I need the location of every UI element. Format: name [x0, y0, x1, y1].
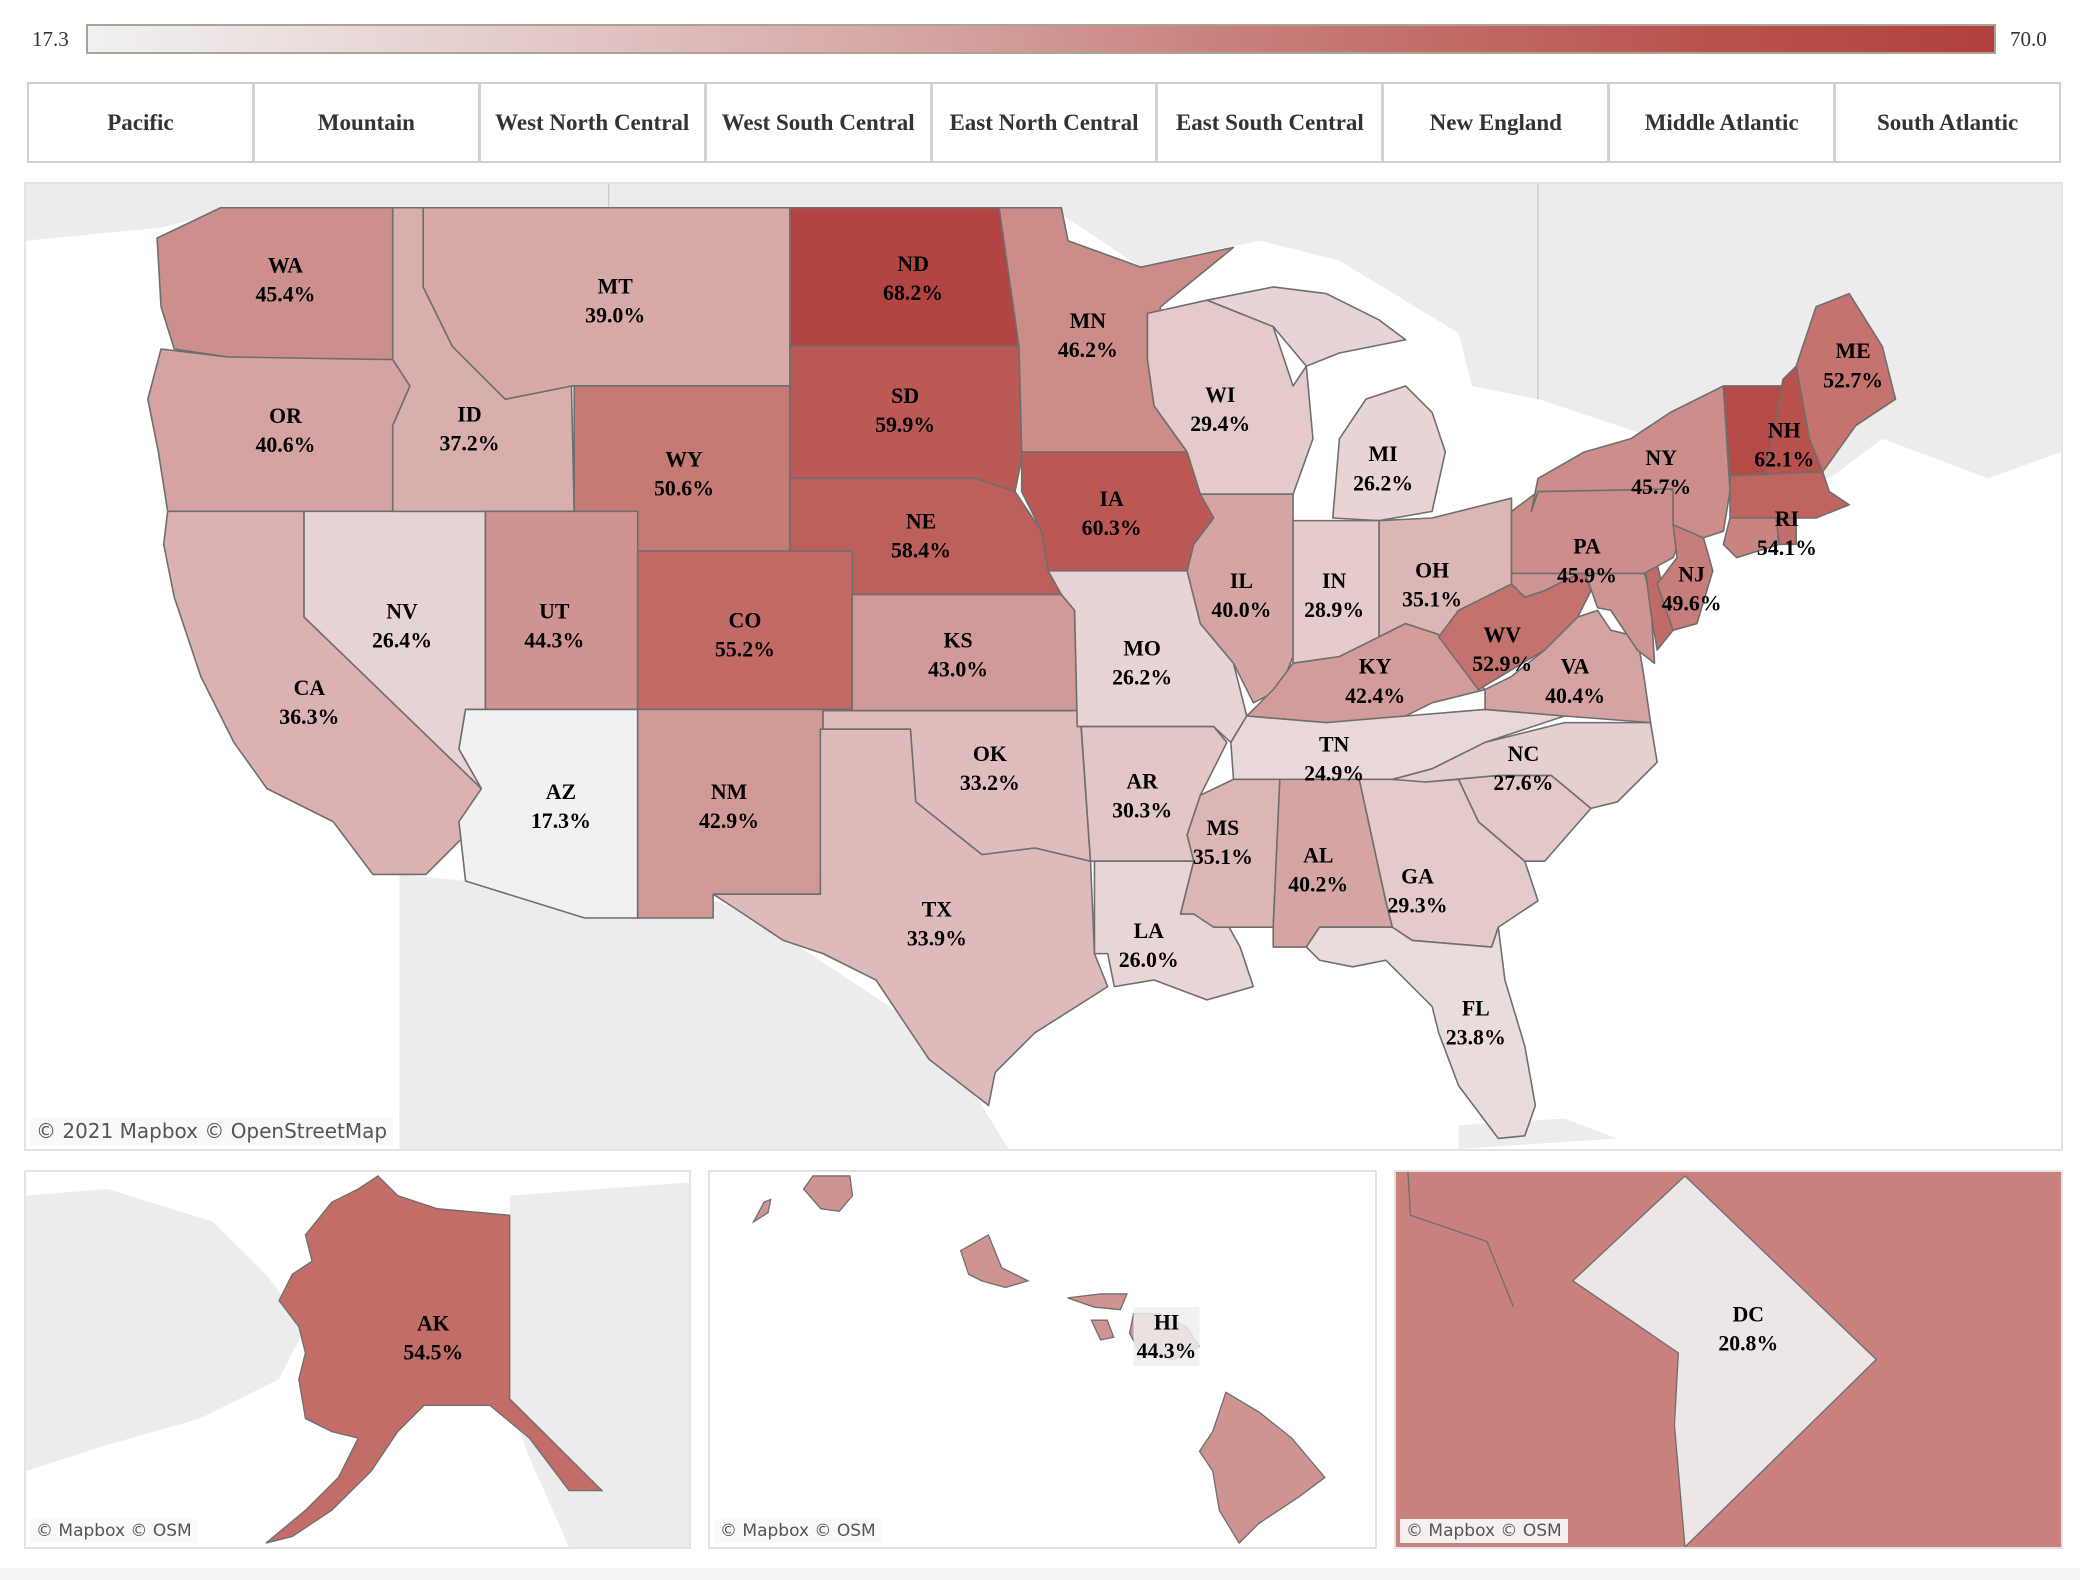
mexico-landmass	[399, 874, 1009, 1149]
label-ME: ME 52.7%	[1823, 339, 1883, 392]
legend-max-label: 70.0	[2010, 27, 2047, 51]
label-ID: ID 37.2%	[440, 403, 500, 456]
label-VA: VA 40.4%	[1545, 655, 1605, 708]
state-shapes	[147, 206, 1897, 1140]
main-map[interactable]: WA 45.4% OR 40.6% CA 36.3% NV 26.4% ID 37.2% …	[24, 182, 2063, 1151]
state-VA[interactable]	[1484, 609, 1652, 724]
label-NV: NV 26.4%	[372, 599, 432, 652]
tab-east-north-central[interactable]: East North Central	[933, 84, 1159, 161]
label-NC: NC 27.6%	[1493, 742, 1553, 795]
label-WI: WI 29.4%	[1190, 383, 1250, 436]
alaska-canvas: AK 54.5%	[26, 1175, 689, 1547]
map-attribution[interactable]: © 2021 Mapbox © OpenStreetMap	[30, 1117, 394, 1145]
label-CO: CO 55.2%	[715, 609, 775, 662]
us-map-canvas: WA 45.4% OR 40.6% CA 36.3% NV 26.4% ID 37.2% …	[26, 184, 2061, 1149]
state-ND[interactable]	[789, 206, 1020, 348]
state-FL[interactable]	[1305, 926, 1537, 1140]
state-PA[interactable]	[1510, 488, 1692, 575]
label-GA: GA 29.3%	[1388, 865, 1448, 918]
canada-landmass	[26, 184, 2061, 479]
label-LA: LA 26.0%	[1119, 919, 1179, 972]
state-AK[interactable]	[265, 1175, 604, 1544]
label-AR: AR 30.3%	[1112, 770, 1172, 823]
label-OK: OK 33.2%	[960, 742, 1020, 795]
alaska-attribution[interactable]: © Mapbox © OSM	[30, 1519, 198, 1543]
dc-inset-map[interactable]: DC 20.8% © Mapbox © OSM	[1394, 1170, 2063, 1549]
label-FL: FL 23.8%	[1446, 997, 1506, 1050]
label-WY: WY 50.6%	[654, 448, 714, 501]
label-MT: MT 39.0%	[585, 275, 645, 328]
label-WA: WA 45.4%	[255, 253, 315, 306]
label-RI: RI 54.1%	[1757, 507, 1817, 560]
tab-east-south-central[interactable]: East South Central	[1158, 84, 1385, 161]
label-HI: HI 44.3%	[1137, 1310, 1197, 1363]
state-CT[interactable]	[1722, 517, 1780, 559]
label-UT: UT 44.3%	[524, 599, 584, 652]
label-TX: TX 33.9%	[907, 898, 967, 951]
label-IA: IA 60.3%	[1082, 487, 1142, 540]
label-ND: ND 68.2%	[883, 252, 943, 305]
label-NJ: NJ 49.6%	[1662, 562, 1722, 615]
hawaii-canvas: HI 44.3%	[751, 1175, 1326, 1545]
tab-west-south-central[interactable]: West South Central	[707, 84, 933, 161]
label-NM: NM 42.9%	[699, 780, 759, 833]
state-NC[interactable]	[1391, 721, 1658, 810]
label-IN: IN 28.9%	[1304, 569, 1364, 622]
state-labels: WA 45.4% OR 40.6% CA 36.3% NV 26.4% ID 37.2% …	[255, 252, 1883, 1050]
label-AL: AL 40.2%	[1288, 844, 1348, 897]
label-KY: KY 42.4%	[1345, 655, 1405, 708]
region-tab-bar: Pacific Mountain West North Central West…	[27, 82, 2061, 163]
label-NY: NY 45.7%	[1631, 446, 1691, 499]
tab-mountain[interactable]: Mountain	[255, 84, 481, 161]
label-AZ: AZ 17.3%	[531, 780, 591, 833]
tab-south-atlantic[interactable]: South Atlantic	[1876, 109, 2019, 135]
state-DC[interactable]	[1571, 1175, 1878, 1547]
state-OR[interactable]	[147, 348, 411, 513]
tab-new-england[interactable]: New England	[1384, 84, 1611, 161]
state-NJ[interactable]	[1656, 523, 1714, 631]
russia-landmass	[26, 1189, 306, 1471]
hawaii-inset-map[interactable]: HI 44.3% © Mapbox © OSM	[708, 1170, 1377, 1549]
state-IA[interactable]	[1020, 451, 1215, 572]
state-MS[interactable]	[1179, 778, 1281, 929]
label-NE: NE 58.4%	[891, 510, 951, 563]
label-MO: MO 26.2%	[1112, 636, 1172, 689]
label-DC: DC 20.8%	[1718, 1303, 1778, 1356]
label-CA: CA 36.3%	[279, 676, 339, 729]
state-KS[interactable]	[851, 593, 1079, 712]
label-TN: TN 24.9%	[1304, 733, 1364, 786]
label-AK: AK 54.5%	[403, 1312, 463, 1365]
color-legend-gradient	[86, 24, 1996, 54]
label-WV: WV 52.9%	[1472, 623, 1532, 676]
state-ME[interactable]	[1795, 292, 1897, 473]
hawaii-attribution[interactable]: © Mapbox © OSM	[714, 1519, 882, 1543]
label-MS: MS 35.1%	[1193, 816, 1253, 869]
label-MN: MN 46.2%	[1058, 309, 1118, 362]
tab-west-north-central[interactable]: West North Central	[481, 84, 707, 161]
label-NH: NH 62.1%	[1754, 418, 1814, 471]
state-TX[interactable]	[712, 728, 1109, 1107]
legend-min-label: 17.3	[32, 27, 69, 51]
label-PA: PA 45.9%	[1557, 535, 1617, 588]
alaska-inset-map[interactable]: AK 54.5% © Mapbox © OSM	[24, 1170, 691, 1549]
state-HI[interactable]	[751, 1175, 1326, 1545]
state-border-line	[1407, 1172, 1515, 1308]
canada-landmass	[509, 1182, 689, 1547]
tab-pacific[interactable]: Pacific	[29, 84, 255, 161]
label-IL: IL 40.0%	[1211, 569, 1271, 622]
label-MI: MI 26.2%	[1353, 442, 1413, 495]
tab-middle-atlantic[interactable]: Middle Atlantic	[1610, 84, 1837, 161]
dc-attribution[interactable]: © Mapbox © OSM	[1400, 1519, 1568, 1543]
label-KS: KS 43.0%	[928, 628, 988, 681]
label-OH: OH 35.1%	[1402, 558, 1462, 611]
label-OR: OR 40.6%	[255, 404, 315, 457]
footer-strip	[0, 1568, 2080, 1580]
state-MI[interactable]	[1206, 286, 1447, 522]
dc-canvas: DC 20.8%	[1396, 1172, 2061, 1547]
label-SD: SD 59.9%	[875, 384, 935, 437]
state-RI[interactable]	[1775, 517, 1797, 546]
